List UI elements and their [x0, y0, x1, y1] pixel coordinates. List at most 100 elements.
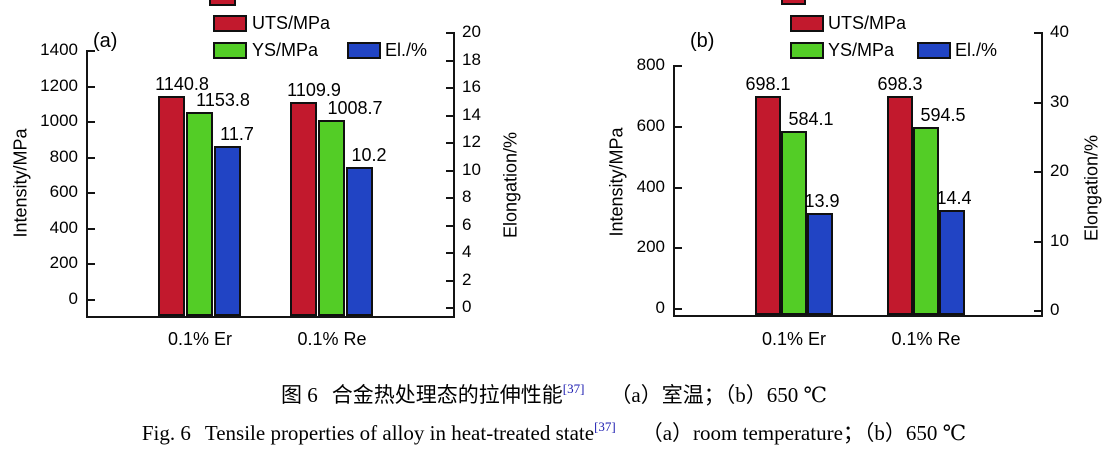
- legend-swatch-el-a: [347, 42, 381, 59]
- legend-swatch-ysmpa-a: [213, 42, 247, 59]
- left-tick-label-a: 800: [49, 147, 78, 166]
- left-tick-label-b: 400: [636, 177, 665, 196]
- x-axis-b: [673, 315, 1043, 317]
- right-axis-tick-b: [1034, 310, 1041, 312]
- bar-utsmpa-01Re-b: [887, 96, 913, 315]
- left-axis-tick-b: [675, 247, 682, 249]
- bar-value-label-a: 10.2: [351, 145, 387, 165]
- right-tick-label-a: 14: [462, 105, 481, 124]
- legend-label-b: El./%: [955, 40, 998, 60]
- bar-ysmpa-01Re-a: [318, 120, 345, 316]
- right-tick-label-a: 0: [462, 297, 472, 316]
- legend-swatch-el-b: [917, 42, 951, 59]
- chart-area: 0 200 400 600 800 1000 1200 1400 0 2 4 6 8 10 12 14 16 18…: [10, 0, 1102, 349]
- legend-label-a: UTS/MPa: [252, 13, 331, 33]
- right-tick-label-a: 10: [462, 160, 481, 179]
- bar-value-label-b: 13.9: [804, 191, 840, 211]
- right-tick-label-a: 8: [462, 187, 472, 206]
- right-axis-title-a: Elongation/%: [500, 131, 521, 239]
- caption-en-title: Tensile properties of alloy in heat-trea…: [204, 421, 595, 445]
- left-tick-label-b: 600: [636, 116, 665, 135]
- caption-chinese: 图 6 合金热处理态的拉伸性能[37] （a）室温；（b）650 ℃: [0, 379, 1108, 409]
- caption-zh-title: 合金热处理态的拉伸性能: [331, 383, 563, 407]
- legend-label-b: UTS/MPa: [828, 13, 907, 33]
- bar-utsmpa-01Re-a: [290, 102, 317, 316]
- right-tick-label-b: 10: [1050, 231, 1069, 250]
- left-tick-label-a: 600: [49, 182, 78, 201]
- right-axis-tick-a: [446, 197, 453, 199]
- legend-label-a: El./%: [385, 40, 428, 60]
- right-tick-label-a: 18: [462, 50, 481, 69]
- right-tick-label-a: 16: [462, 77, 481, 96]
- left-axis-tick-a: [88, 299, 95, 301]
- legend-swatch-ysmpa-b: [790, 42, 824, 59]
- right-axis-title-b: Elongation/%: [1081, 134, 1102, 242]
- right-axis-tick-a: [446, 280, 453, 282]
- legend-label-b: YS/MPa: [828, 40, 895, 60]
- right-tick-label-b: 20: [1050, 161, 1069, 180]
- right-axis-tick-a: [446, 32, 453, 34]
- left-tick-label-a: 1000: [40, 111, 78, 130]
- bar-el-01Re-a: [346, 167, 373, 316]
- left-tick-label-b: 200: [636, 237, 665, 256]
- left-tick-label-a: 200: [49, 253, 78, 272]
- bar-value-label-b: 14.4: [936, 188, 972, 208]
- panel-label-a: (a): [93, 30, 118, 52]
- left-axis-tick-a: [88, 86, 95, 88]
- left-tick-label-b: 800: [636, 55, 665, 74]
- right-tick-label-a: 4: [462, 242, 472, 261]
- right-axis-tick-a: [446, 115, 453, 117]
- bar-value-label-a: 1008.7: [327, 98, 383, 118]
- bar-el-01Re-b: [939, 210, 965, 315]
- left-axis-tick-a: [88, 228, 95, 230]
- left-axis-tick-b: [675, 308, 682, 310]
- left-tick-label-a: 1200: [40, 76, 78, 95]
- caption-en-reference: [37]: [594, 419, 616, 434]
- left-axis-title-a: Intensity/MPa: [10, 128, 31, 238]
- left-tick-label-a: 400: [49, 218, 78, 237]
- y-axis-right-b: [1041, 32, 1043, 315]
- right-axis-tick-a: [446, 87, 453, 89]
- caption-zh-parts: （a）室温；（b）650 ℃: [610, 383, 827, 407]
- right-tick-label-b: 0: [1050, 300, 1060, 319]
- left-axis-tick-b: [675, 126, 682, 128]
- right-axis-tick-a: [446, 142, 453, 144]
- left-axis-tick-a: [88, 121, 95, 123]
- x-axis-a: [86, 316, 455, 318]
- category-label-b: 0.1% Er: [761, 329, 827, 349]
- right-axis-tick-a: [446, 225, 453, 227]
- bar-value-label-a: 11.7: [220, 124, 254, 144]
- right-tick-label-b: 40: [1050, 22, 1069, 41]
- right-tick-label-a: 12: [462, 132, 481, 151]
- y-axis-left-a: [86, 50, 88, 316]
- category-label-b: 0.1% Re: [891, 329, 961, 349]
- bar-utsmpa-01Er-b: [755, 96, 781, 315]
- bar-ysmpa-01Er-a: [186, 112, 213, 316]
- left-tick-label-a: 1400: [40, 40, 78, 59]
- bar-utsmpa-01Er-a: [158, 96, 185, 316]
- bar-value-label-a: 1153.8: [196, 90, 250, 110]
- right-axis-tick-b: [1034, 32, 1041, 34]
- legend-cropped-swatch-b: [781, 0, 806, 5]
- right-axis-tick-a: [446, 307, 453, 309]
- caption-zh-label: 图 6: [281, 383, 318, 407]
- left-axis-tick-a: [88, 50, 95, 52]
- y-axis-left-b: [673, 65, 675, 315]
- caption-english: Fig. 6 Tensile properties of alloy in hea…: [0, 417, 1108, 447]
- left-tick-label-b: 0: [655, 298, 665, 317]
- left-axis-tick-b: [675, 187, 682, 189]
- legend-label-a: YS/MPa: [252, 40, 319, 60]
- bar-value-label-b: 594.5: [920, 105, 966, 125]
- caption-en-parts: （a）room temperature；（b）650 ℃: [641, 421, 967, 445]
- right-axis-tick-a: [446, 170, 453, 172]
- bar-value-label-b: 698.3: [877, 74, 923, 94]
- right-tick-label-a: 20: [462, 22, 481, 41]
- panel-label-b: (b): [690, 30, 715, 52]
- right-axis-tick-b: [1034, 102, 1041, 104]
- legend-swatch-utsmpa-b: [790, 15, 824, 32]
- category-label-a: 0.1% Er: [167, 329, 233, 349]
- right-axis-tick-a: [446, 60, 453, 62]
- right-axis-tick-b: [1034, 171, 1041, 173]
- bar-ysmpa-01Re-b: [913, 127, 939, 315]
